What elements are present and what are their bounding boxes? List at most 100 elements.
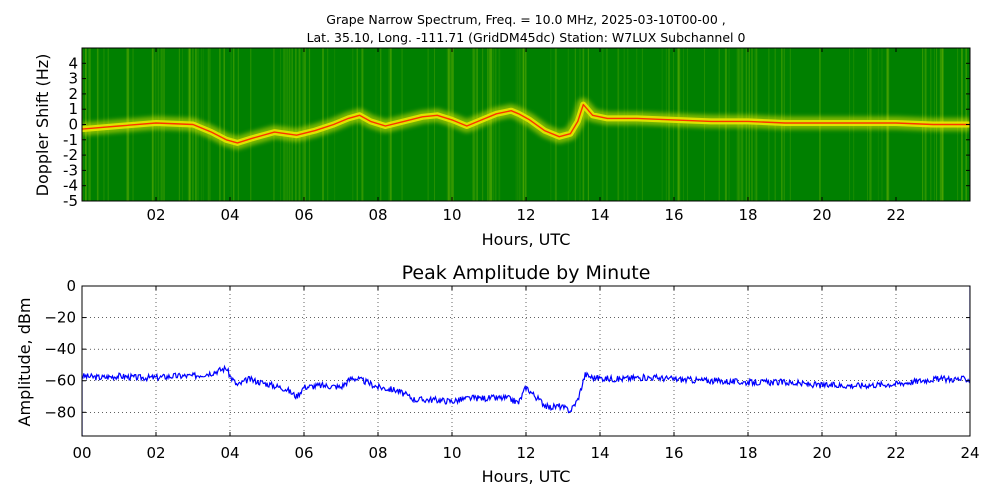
- amplitude-y-tick-label: −40: [44, 340, 76, 358]
- spectrogram-streak: [286, 48, 289, 201]
- spectrogram-y-tick-label: -1: [63, 131, 78, 149]
- amplitude-x-tick-label: 02: [146, 444, 165, 462]
- spectrogram-streak: [304, 48, 306, 201]
- amplitude-x-tick-label: 22: [886, 444, 905, 462]
- spectrogram-x-tick-label: 12: [516, 206, 535, 224]
- spectrogram-x-tick-label: 04: [220, 206, 239, 224]
- spectrogram-y-tick-label: 3: [68, 70, 78, 88]
- spectrogram-streak: [487, 48, 489, 201]
- amplitude-grid: [82, 286, 970, 436]
- spectrogram-streak: [219, 48, 221, 201]
- spectrogram-streak: [522, 48, 524, 201]
- spectrogram-streak: [519, 48, 521, 201]
- spectrogram-streak: [515, 48, 517, 201]
- spectrogram-x-tick-label: 02: [146, 206, 165, 224]
- spectrogram-streak: [587, 48, 589, 201]
- amplitude-y-axis: 0 −20 −40 −60 −80: [44, 277, 970, 421]
- spectrogram-streak: [517, 48, 519, 201]
- amplitude-x-tick-label: 10: [442, 444, 461, 462]
- spectrogram-y-tick-label: -5: [63, 192, 78, 210]
- amplitude-y-tick-label: −20: [44, 309, 76, 327]
- spectrogram-streak: [285, 48, 287, 201]
- spectrogram-streak: [288, 48, 290, 201]
- spectrogram-y-tick-label: -4: [63, 177, 78, 195]
- spectrogram-streak: [492, 48, 495, 201]
- spectrogram-streak: [490, 48, 492, 201]
- spectrogram-streak: [223, 48, 225, 201]
- spectrogram-streak: [498, 48, 501, 201]
- doppler-peak-line: [82, 103, 970, 144]
- spectrogram-streak: [230, 48, 233, 201]
- spectrogram-streak: [494, 48, 497, 201]
- spectrogram-streak: [361, 48, 364, 201]
- spectrogram-x-tick-label: 06: [294, 206, 313, 224]
- amplitude-series-line: [82, 286, 970, 436]
- spectrogram-streak: [490, 48, 493, 201]
- spectrogram-streak: [273, 48, 275, 201]
- spectrogram-x-tick-label: 18: [738, 206, 757, 224]
- amplitude-y-axis-label: Amplitude, dBm: [15, 298, 34, 427]
- spectrogram-streak: [308, 48, 311, 201]
- amplitude-y-tick-label: −80: [44, 403, 76, 421]
- spectrogram-streak: [522, 48, 525, 201]
- spectrogram-title: Grape Narrow Spectrum, Freq. = 10.0 MHz,…: [326, 12, 725, 27]
- spectrogram-streak: [357, 48, 358, 201]
- spectrogram-streak: [588, 48, 589, 201]
- spectrogram-y-tick-label: 4: [68, 54, 78, 72]
- spectrogram-streak: [356, 48, 358, 201]
- spectrogram-x-axis: 02 04 06 08 10 12 14 16 18 20 22: [146, 48, 906, 224]
- spectrogram-streak: [550, 48, 552, 201]
- spectrogram-streak: [489, 48, 491, 201]
- spectrogram-y-tick-label: 0: [68, 116, 78, 134]
- spectrogram-x-axis-label: Hours, UTC: [482, 230, 571, 249]
- spectrogram-x-tick-label: 16: [664, 206, 683, 224]
- spectrogram-streak: [434, 48, 435, 201]
- spectrogram-x-tick-label: 14: [590, 206, 609, 224]
- amplitude-title: Peak Amplitude by Minute: [402, 262, 651, 284]
- spectrogram-streak: [250, 48, 252, 201]
- spectrogram-streak: [290, 48, 292, 201]
- spectrogram-streak: [237, 48, 239, 201]
- spectrogram-streak: [280, 48, 281, 201]
- spectrogram-streak: [298, 48, 300, 201]
- spectrogram-streak: [427, 48, 429, 201]
- amplitude-x-tick-label: 08: [368, 444, 387, 462]
- spectrogram-y-tick-label: 2: [68, 85, 78, 103]
- spectrogram-x-tick-label: 10: [442, 206, 461, 224]
- spectrogram-y-tick-label: -2: [63, 146, 78, 164]
- amplitude-y-tick-label: 0: [66, 277, 76, 295]
- spectrogram-streak: [233, 48, 235, 201]
- amplitude-x-tick-label: 14: [590, 444, 609, 462]
- spectrogram-streak: [283, 48, 285, 201]
- amplitude-x-tick-label: 06: [294, 444, 313, 462]
- spectrogram-streak: [298, 48, 300, 201]
- spectrogram-x-tick-label: 20: [812, 206, 831, 224]
- spectrogram-x-tick-label: 22: [886, 206, 905, 224]
- amplitude-x-tick-label: 16: [664, 444, 683, 462]
- spectrogram-streak: [352, 48, 354, 201]
- spectrogram-streak: [601, 48, 604, 201]
- spectrogram-plot: [81, 47, 971, 202]
- spectrogram-x-tick-label: 08: [368, 206, 387, 224]
- amplitude-x-tick-label: 04: [220, 444, 239, 462]
- spectrogram-y-tick-label: -3: [63, 161, 78, 179]
- amplitude-x-tick-label: 12: [516, 444, 535, 462]
- amplitude-x-tick-label: 20: [812, 444, 831, 462]
- spectrogram-y-axis-label: Doppler Shift (Hz): [33, 54, 52, 197]
- amplitude-background: [82, 286, 970, 436]
- spectrogram-subtitle: Lat. 35.10, Long. -111.71 (GridDM45dc) S…: [307, 30, 746, 45]
- spectrogram-streak: [520, 48, 522, 201]
- amplitude-x-axis-label: Hours, UTC: [482, 467, 571, 486]
- amplitude-x-tick-label: 18: [738, 444, 757, 462]
- spectrogram-streak: [523, 48, 525, 201]
- spectrogram-streak: [209, 48, 211, 201]
- amplitude-x-tick-label: 00: [72, 444, 91, 462]
- amplitude-y-tick-label: −60: [44, 372, 76, 390]
- spectrogram-streak: [303, 48, 306, 201]
- doppler-trace-group: [82, 98, 970, 150]
- amplitude-x-axis: 00 02 04 06 08 10 12 14 16 18 20 22 24: [72, 286, 980, 462]
- spectrogram-streak: [295, 48, 297, 201]
- amplitude-x-tick-label: 24: [960, 444, 979, 462]
